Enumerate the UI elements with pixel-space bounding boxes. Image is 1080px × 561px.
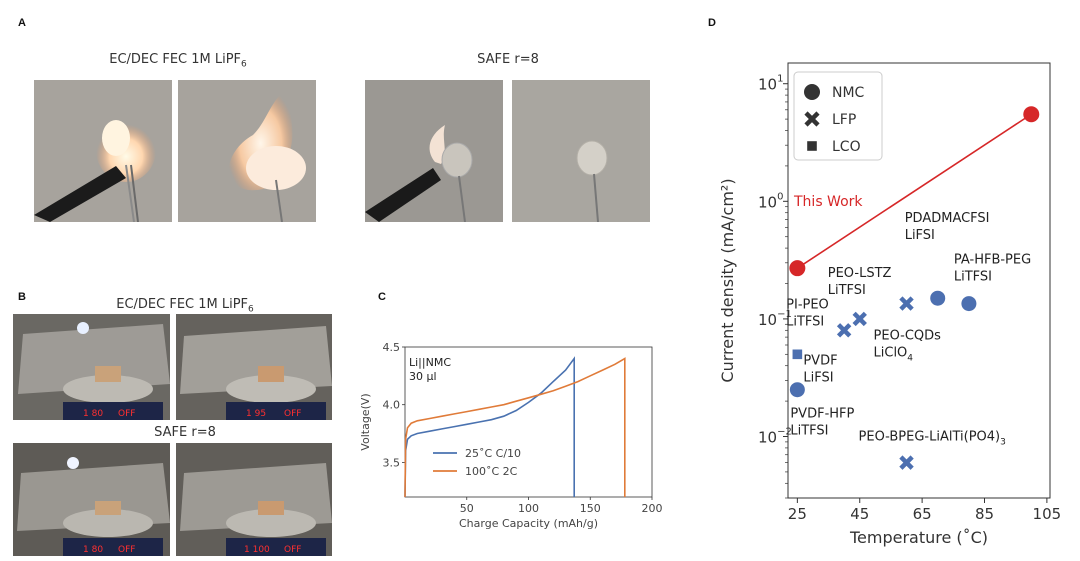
chart-c-legend-label-1: 25˚C C/10 (465, 447, 521, 460)
panel-a-caption-left: EC/DEC FEC 1M LiPF6 (58, 52, 298, 70)
panel-b-caption-top-sub: 6 (248, 304, 254, 315)
photo-b3-scene: 1 80 OFF (13, 443, 170, 556)
panel-a-caption-left-sub: 6 (241, 59, 247, 70)
chart-d-point-label-4: PEO-LSTZ (828, 266, 892, 281)
chart-d-point-label-7: PVDF-HFP (790, 407, 854, 422)
photo-b4-scene: 1 100 OFF (176, 443, 332, 556)
chart-d-point-square-6 (792, 349, 803, 360)
chart-d-point-label-1: PDADMACFSI (905, 211, 990, 226)
photo-b2-scene: 1 95 OFF (176, 314, 332, 420)
chart-d-xtick-label: 105 (1033, 505, 1062, 523)
chart-d-point-label-8: PEO-BPEG-LiAlTi(PO4)3 (859, 430, 1006, 448)
chart-c-series-line-1 (404, 356, 575, 498)
photo-a4-safe-extinguished (512, 80, 650, 222)
chart-d-point-label-3: PEO-CQDs (874, 329, 942, 344)
chart-d-point-label-5: PI-PEO (786, 297, 829, 312)
photo-b2-hotplate: 1 95 OFF (176, 314, 332, 420)
photo-a4-scene (576, 140, 608, 222)
chart-d-xtick-label: 85 (975, 505, 994, 523)
chart-d-legend-marker-x (804, 111, 820, 127)
chart-d-xtick-label: 65 (913, 505, 932, 523)
chart-d-xtick-label: 45 (850, 505, 869, 523)
chart-d-point-sublabel-3: LiClO4 (874, 346, 914, 364)
chart-d-legend-label-x: LFP (832, 112, 856, 128)
chart-d-point-x-8 (899, 455, 914, 470)
photo-a2-scene (228, 86, 306, 222)
panel-a-caption-right: SAFE r=8 (477, 52, 539, 67)
chart-d-ytick-label: 10−2 (758, 427, 792, 447)
chart-d-frame (787, 62, 1051, 499)
panel-b-caption-top-main: EC/DEC FEC 1M LiPF (116, 297, 249, 312)
chart-d-current-density: 25 45 65 85 105 10−2 10−1 100 101 Temperature (˚C… (718, 62, 1062, 547)
chart-c-annotation-line1: Li||NMC (409, 356, 451, 369)
photo-a3-scene (365, 125, 473, 222)
chart-d-legend-label-square: LCO (832, 139, 861, 155)
panel-b-letter: B (18, 291, 26, 303)
hotplate-display-b3-off: OFF (118, 545, 135, 555)
chart-c-xtick-label: 50 (460, 502, 474, 515)
chart-d-point-sublabel-5: LiTFSI (786, 314, 824, 329)
chart-c-series-line-2 (404, 357, 626, 498)
chart-d-legend-marker-circle (804, 84, 820, 100)
chart-d-this-work-line (796, 113, 1032, 269)
chart-c-xtick-label: 200 (642, 502, 663, 515)
chart-d-point-sublabel-1: LiFSI (905, 228, 935, 243)
chart-d-legend-marker-square (807, 141, 817, 151)
photo-a1-electrolyte-ignition (34, 80, 172, 222)
chart-d-point-sublabel-7: LiTFSI (790, 424, 828, 439)
chart-c-xlabel: Charge Capacity (mAh/g) (459, 517, 598, 530)
hotplate-display-b2-off: OFF (284, 409, 301, 419)
chart-d-ytick-label: 101 (758, 74, 783, 94)
photo-b3-hotplate: 1 80 OFF (13, 443, 170, 556)
photo-b4-hotplate: 1 100 OFF (176, 443, 332, 556)
hotplate-display-b4: 1 100 (244, 545, 270, 555)
chart-d-point-label-6: PVDF (803, 353, 837, 368)
chart-c-xtick-label: 100 (518, 502, 539, 515)
chart-c-legend-label-2: 100˚C 2C (465, 465, 518, 478)
panel-c-letter: C (378, 291, 386, 303)
chart-c-frame (404, 346, 653, 498)
chart-d-point-x-5 (836, 323, 852, 338)
chart-d-xtick-label: 25 (788, 505, 807, 523)
chart-d-point-sublabel-2: LiTFSI (954, 270, 992, 285)
chart-d-point-circle-2 (961, 296, 977, 312)
panel-d-letter: D (708, 17, 716, 29)
hotplate-display-b4-off: OFF (284, 545, 301, 555)
panel-a-letter: A (18, 17, 26, 29)
photo-a2-electrolyte-burning (178, 80, 316, 222)
photo-b1-hotplate: 1 80 OFF (13, 314, 170, 420)
chart-d-this-work-point-1 (789, 260, 806, 277)
chart-d-point-x-3 (899, 296, 914, 311)
panel-b-caption-top: EC/DEC FEC 1M LiPF6 (40, 297, 330, 315)
chart-d-ytick-label: 10−1 (758, 309, 792, 329)
chart-d-ylabel: Current density (mA/cm²) (718, 178, 737, 382)
hotplate-display-b2: 1 95 (246, 409, 266, 419)
panel-b-caption-bottom: SAFE r=8 (154, 425, 216, 440)
chart-c-ytick-label: 4.0 (383, 399, 401, 412)
chart-c-xtick-label: 150 (580, 502, 601, 515)
chart-c-voltage-capacity: 50 100 150 200 3.5 4.0 4.5 Charge Capacity (mAh… (359, 341, 663, 530)
hotplate-display-b3: 1 80 (83, 545, 103, 555)
chart-d-point-circle-7 (789, 382, 805, 398)
chart-d-legend-label-circle: NMC (832, 85, 865, 101)
hotplate-display-b1: 1 80 (83, 409, 103, 419)
chart-c-ytick-label: 4.5 (383, 341, 401, 354)
chart-d-this-work-label: This Work (793, 194, 863, 210)
chart-c-ytick-label: 3.5 (383, 456, 401, 469)
chart-d-point-x-4 (852, 311, 867, 327)
chart-d-point-circle-1 (930, 290, 946, 306)
chart-d-point-label-2: PA-HFB-PEG (954, 253, 1031, 268)
panel-a-caption-left-main: EC/DEC FEC 1M LiPF (109, 52, 242, 67)
chart-c-ylabel: Voltage(V) (359, 393, 372, 450)
chart-d-point-sublabel-6: LiFSI (803, 370, 833, 385)
photo-a1-scene (34, 118, 156, 222)
chart-d-this-work-point-2 (1023, 106, 1040, 123)
hotplate-display-b1-off: OFF (118, 409, 135, 419)
chart-d-point-sublabel-4: LiTFSI (828, 283, 866, 298)
photo-b1-scene: 1 80 OFF (13, 314, 170, 420)
photo-a3-safe-ignition (365, 80, 503, 222)
chart-d-ytick-label: 100 (758, 191, 783, 211)
chart-d-xlabel: Temperature (˚C) (849, 528, 988, 547)
chart-c-annotation-line2: 30 μl (409, 370, 437, 383)
